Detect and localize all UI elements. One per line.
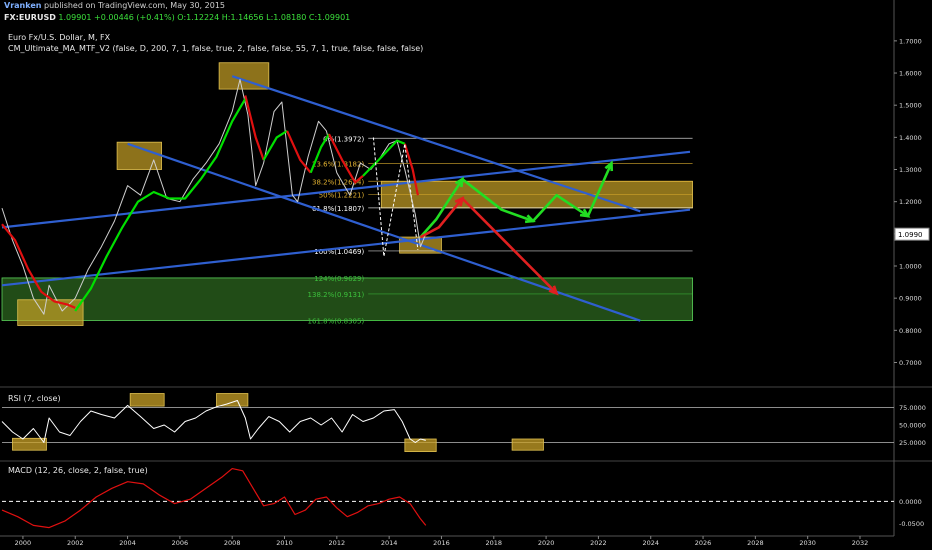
- time-tick-label: 2016: [433, 539, 450, 547]
- ma-down-segment: [1, 223, 76, 309]
- time-tick-label: 2000: [15, 539, 32, 547]
- time-tick-label: 2028: [747, 539, 764, 547]
- last-price-tag-text: 1.0990: [898, 231, 923, 239]
- ma-up-segment: [309, 133, 330, 174]
- bullish-projection-arrow-head: [604, 160, 614, 172]
- macd-tick-label: 0.0000: [899, 498, 922, 506]
- time-tick-label: 2030: [799, 539, 816, 547]
- time-tick-label: 2024: [642, 539, 659, 547]
- price-tick-label: 1.4000: [899, 134, 922, 142]
- fib-level-label: 100%(1.0469): [314, 248, 364, 256]
- close-value: C:1.09901: [308, 13, 351, 22]
- price-tick-label: 1.0000: [899, 263, 922, 271]
- ma-up-segment: [262, 129, 288, 161]
- macd-line: [1, 468, 427, 529]
- rsi-tick-label: 50.0000: [899, 422, 926, 430]
- ma-up-segment: [74, 98, 247, 312]
- bullish-projection-arrow-head: [579, 208, 591, 218]
- fib-level-label: 23.6%(1.3182): [312, 161, 364, 169]
- time-tick-label: 2002: [67, 539, 84, 547]
- rsi-highlight-box: [404, 438, 437, 453]
- time-tick-label: 2018: [486, 539, 503, 547]
- time-tick-label: 2004: [119, 539, 136, 547]
- price-tick-label: 1.5000: [899, 102, 922, 110]
- publish-info: published on TradingView.com, May 30, 20…: [44, 1, 225, 10]
- yellow-zone: [17, 299, 84, 326]
- price-tick-label: 1.3000: [899, 166, 922, 174]
- publisher-line: Vranken published on TradingView.com, Ma…: [4, 1, 225, 11]
- rsi-highlight-box: [216, 393, 249, 407]
- bearish-projection-arrow-head: [548, 285, 559, 296]
- price-tick-label: 0.8000: [899, 327, 922, 335]
- ma-down-segment: [403, 143, 419, 196]
- time-tick-label: 2032: [852, 539, 869, 547]
- fib-level-label: 161.8%(0.8305): [308, 318, 365, 326]
- time-tick-label: 2010: [276, 539, 293, 547]
- time-tick-label: 2008: [224, 539, 241, 547]
- macd-label: MACD (12, 26, close, 2, false, true): [8, 466, 148, 475]
- fib-level-label: 38.2%(1.2634): [312, 178, 364, 186]
- time-tick-label: 2014: [381, 539, 398, 547]
- time-tick-label: 2022: [590, 539, 607, 547]
- time-tick-label: 2006: [172, 539, 189, 547]
- ma-down-segment: [328, 133, 364, 184]
- rsi-highlight-box: [511, 438, 544, 451]
- price-tick-label: 1.2000: [899, 198, 922, 206]
- quote-line: FX:EURUSD 1.09901 +0.00446 (+0.41%) O:1.…: [4, 13, 350, 23]
- bearish-projection-arrow: [419, 197, 558, 295]
- price-tick-label: 1.7000: [899, 37, 922, 45]
- time-tick-label: 2012: [329, 539, 346, 547]
- ma-down-segment: [244, 95, 265, 161]
- bullish-projection-arrow-head: [454, 176, 465, 188]
- rsi-highlight-box: [12, 437, 47, 451]
- rsi-highlight-box: [129, 393, 165, 407]
- last-price-tag: [894, 227, 930, 241]
- fib-level-label: 0%(1.3972): [323, 135, 364, 143]
- fib-level-label: 124%(0.9629): [314, 275, 364, 283]
- high-value: H:1.14656: [221, 13, 264, 22]
- fib-level-label: 61.8%(1.1807): [312, 205, 364, 213]
- trendline: [231, 75, 641, 213]
- rsi-tick-label: 25.0000: [899, 439, 926, 447]
- price-change: +0.00446 (+0.41%): [94, 13, 175, 22]
- ma-up-segment: [362, 139, 406, 177]
- time-tick-label: 2020: [538, 539, 555, 547]
- last-price: 1.09901: [58, 13, 92, 22]
- bullish-projection-arrow-head: [524, 214, 536, 224]
- macd-tick-label: -0.0500: [899, 520, 924, 528]
- fib-level-label: 138.2%(0.9131): [308, 291, 365, 299]
- open-value: O:1.12224: [177, 13, 220, 22]
- time-tick-label: 2026: [695, 539, 712, 547]
- rsi-line: [1, 400, 426, 443]
- author-link[interactable]: Vranken: [4, 1, 42, 10]
- yellow-zone: [116, 141, 162, 170]
- indicator-label: CM_Ultimate_MA_MTF_V2 (false, D, 200, 7,…: [8, 44, 424, 53]
- rsi-tick-label: 75.0000: [899, 404, 926, 412]
- price-tick-label: 0.9000: [899, 295, 922, 303]
- green-target-zone: [1, 277, 693, 321]
- price-tick-label: 0.7000: [899, 359, 922, 367]
- main-chart-title: Euro Fx/U.S. Dollar, M, FX: [8, 33, 111, 42]
- ma-down-segment: [286, 130, 312, 174]
- low-value: L:1.08180: [266, 13, 307, 22]
- fib-level-label: 50%(1.2221): [319, 192, 365, 200]
- symbol-label[interactable]: FX:EURUSD: [4, 13, 56, 22]
- bearish-projection-arrow-head: [454, 196, 465, 207]
- bullish-projection-arrow: [419, 162, 613, 238]
- trendline: [1, 208, 691, 287]
- fib-swing-line: [372, 137, 419, 257]
- price-tick-label: 1.6000: [899, 70, 922, 78]
- rsi-label: RSI (7, close): [8, 394, 61, 403]
